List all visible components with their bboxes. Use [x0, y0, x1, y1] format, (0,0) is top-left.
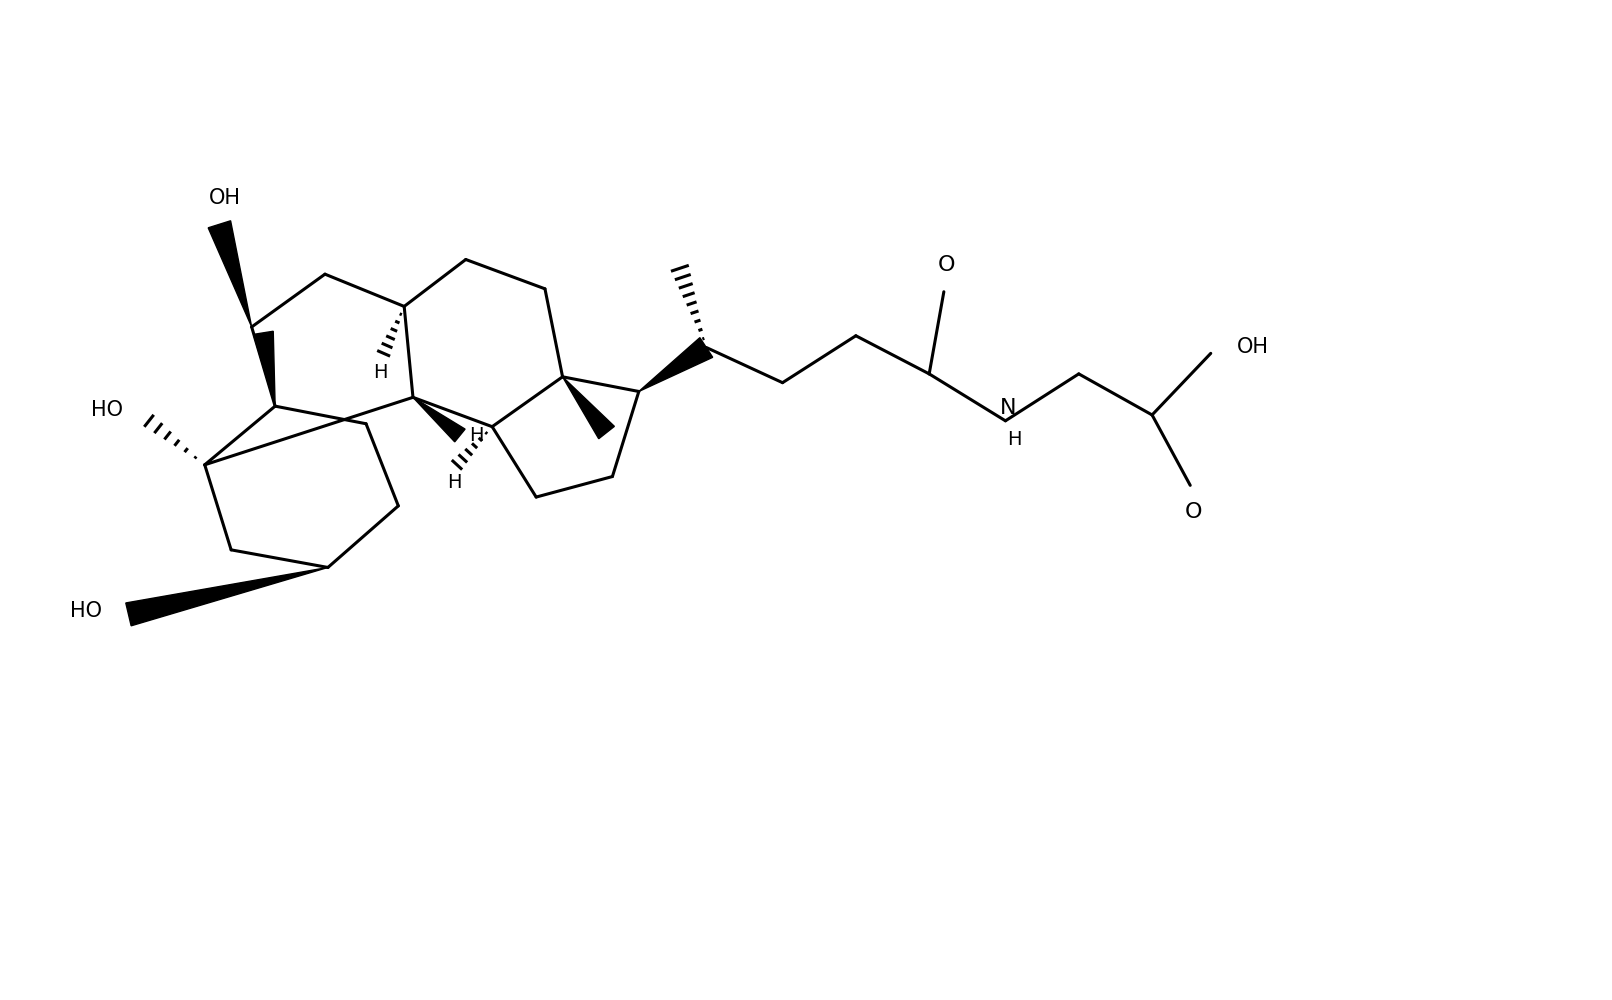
Text: OH: OH	[1236, 337, 1269, 357]
Text: H: H	[1008, 430, 1022, 449]
Text: O: O	[938, 255, 956, 275]
Polygon shape	[638, 338, 713, 391]
Text: N: N	[999, 398, 1017, 418]
Polygon shape	[253, 331, 276, 406]
Text: H: H	[374, 363, 388, 382]
Text: OH: OH	[210, 188, 242, 208]
Polygon shape	[208, 221, 251, 327]
Polygon shape	[413, 397, 466, 442]
Text: H: H	[469, 426, 484, 445]
Polygon shape	[563, 377, 614, 439]
Polygon shape	[126, 567, 327, 626]
Text: O: O	[1185, 502, 1203, 522]
Text: HO: HO	[90, 400, 123, 420]
Text: H: H	[447, 473, 461, 492]
Text: HO: HO	[69, 601, 102, 621]
